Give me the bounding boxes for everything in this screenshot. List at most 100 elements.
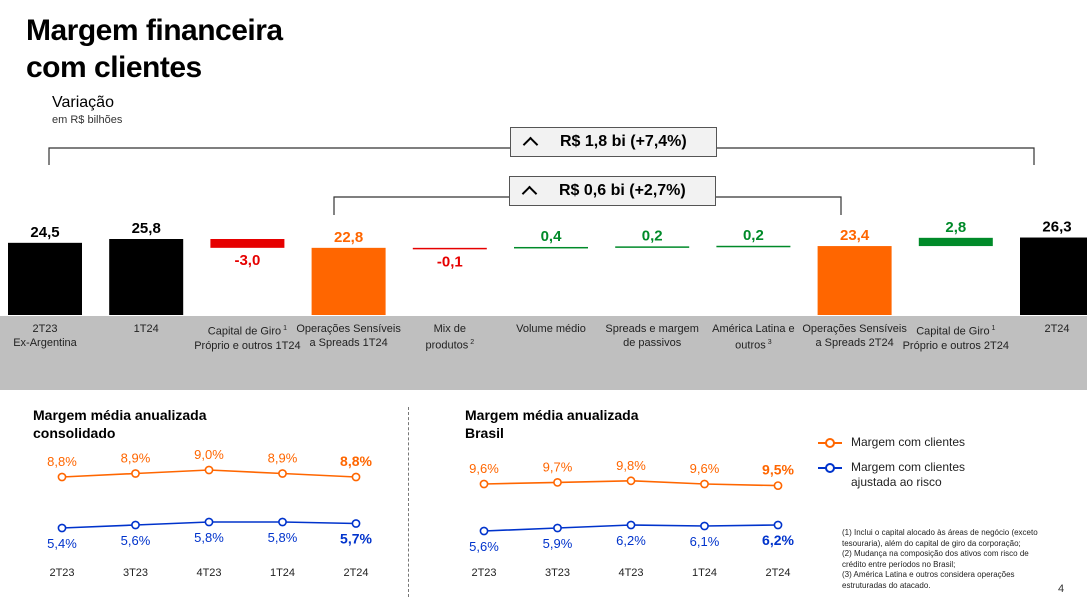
- series-0-value-label-0: 8,8%: [47, 454, 77, 469]
- waterfall-value-label-3: 22,8: [334, 229, 363, 246]
- series-1-value-label-2: 5,8%: [194, 530, 224, 545]
- waterfall-bar-0: [8, 242, 82, 315]
- series-0-point-2: [204, 465, 214, 475]
- series-0-point-2: [626, 476, 636, 486]
- waterfall-category-label-3: Operações Sensíveis a Spreads 1T24: [296, 323, 401, 349]
- waterfall-bar-10: [1020, 237, 1087, 315]
- series-1-value-label-4: 5,7%: [340, 531, 372, 547]
- legend-label-margem: Margem com clientes: [851, 435, 966, 449]
- partial-variation-label: R$ 0,6 bi (+2,7%): [559, 182, 686, 199]
- series-0-point-3: [700, 479, 709, 489]
- waterfall-bar-6: [615, 246, 690, 248]
- consolidated-line-chart: 2T23 3T23 4T23 1T24 2T24 8,8% 8,9% 9,0% 8,9% 8,8%…: [47, 447, 372, 579]
- waterfall-title: Variação: [52, 94, 114, 111]
- line-category-label-0: 2T23: [49, 567, 74, 579]
- legend-item-margem: Margem com clientes: [818, 435, 1018, 450]
- waterfall-bar-3: [311, 247, 386, 315]
- series-0-point-3: [278, 469, 287, 478]
- series-1-point-3: [278, 517, 287, 527]
- legend-label-line-2: ajustada ao risco: [851, 475, 942, 489]
- series-1-point-4: [773, 520, 783, 530]
- line-category-label-3: 1T24: [270, 567, 295, 579]
- line-category-label-4: 2T24: [343, 567, 368, 579]
- partial-variation-callout: R$ 0,6 bi (+2,7%): [509, 176, 716, 206]
- waterfall-value-label-0: 24,5: [30, 224, 59, 241]
- waterfall-bar-5: [514, 246, 588, 249]
- waterfall-bar-4: [412, 247, 487, 250]
- footnotes: (1) Inclui o capital alocado às áreas de…: [842, 528, 1042, 591]
- series-0-value-label-2: 9,8%: [616, 458, 646, 473]
- waterfall-bar-8: [817, 246, 892, 315]
- brasil-line-chart: 2T23 3T23 4T23 1T24 2T24 9,6% 9,7% 9,8% 9,6% 9,5%…: [469, 458, 794, 579]
- waterfall-category-label-9: Capital de Giro 1 Próprio e outros 2T24: [902, 325, 1009, 352]
- total-variation-callout: R$ 1,8 bi (+7,4%): [510, 127, 717, 157]
- brasil-title-line-2: Brasil: [465, 425, 504, 441]
- line-category-label-2: 4T23: [196, 567, 221, 579]
- series-0-point-4: [773, 481, 783, 490]
- brasil-title-line-1: Margem média anualizada: [465, 407, 639, 423]
- series-1-point-2: [626, 520, 636, 530]
- series-1-value-label-1: 5,6%: [121, 533, 151, 548]
- series-1-point-1: [553, 523, 562, 533]
- waterfall-category-label-10: 2T24: [1044, 323, 1070, 335]
- waterfall-category-label-4: Mix de produtos 2: [425, 323, 475, 352]
- line-category-label-1: 3T23: [545, 567, 570, 579]
- page-title-line-1: Margem financeira: [26, 14, 283, 47]
- consolidated-title-line-1: Margem média anualizada: [33, 407, 207, 423]
- series-0-point-4: [351, 472, 361, 482]
- page-title: Margem financeira com clientes: [26, 12, 283, 86]
- waterfall-value-label-10: 26,3: [1042, 219, 1071, 236]
- series-0-value-label-2: 9,0%: [194, 447, 224, 462]
- waterfall-value-label-5: 0,4: [541, 228, 563, 245]
- waterfall-value-label-4: -0,1: [437, 253, 463, 270]
- series-1-value-label-3: 6,1%: [690, 534, 720, 549]
- series-0-value-label-4: 8,8%: [340, 453, 372, 469]
- line-category-label-0: 2T23: [471, 567, 496, 579]
- series-0-value-label-3: 8,9%: [268, 451, 298, 466]
- category-band: [0, 316, 1087, 390]
- series-1-value-label-3: 5,8%: [268, 530, 298, 545]
- series-0-point-0: [479, 479, 489, 489]
- legend-label-line-1: Margem com clientes: [851, 460, 966, 474]
- series-0-value-label-3: 9,6%: [690, 461, 720, 476]
- blue-line-marker-icon: [818, 463, 842, 473]
- series-0-point-1: [553, 478, 562, 487]
- legend-item-margem-risco: Margem com clientes ajustada ao risco: [818, 460, 1018, 490]
- waterfall-value-label-8: 23,4: [840, 227, 870, 244]
- series-0-point-1: [131, 469, 140, 478]
- waterfall-value-label-6: 0,2: [642, 227, 663, 244]
- waterfall-category-label-0: 2T23 Ex-Argentina: [13, 323, 77, 349]
- series-0-point-0: [57, 472, 67, 482]
- series-1-value-label-1: 5,9%: [543, 536, 573, 551]
- waterfall-bar-9: [918, 237, 993, 247]
- series-1-point-2: [204, 517, 214, 527]
- series-1-value-label-0: 5,6%: [469, 539, 499, 554]
- series-1-value-label-2: 6,2%: [616, 533, 646, 548]
- series-1-point-3: [700, 521, 709, 531]
- series-1-value-label-4: 6,2%: [762, 532, 794, 548]
- legend-label-margem-risco: Margem com clientes ajustada ao risco: [851, 460, 965, 490]
- footnote-2: (2) Mudança na composição dos ativos com…: [842, 549, 1029, 569]
- series-1-value-label-0: 5,4%: [47, 536, 77, 551]
- waterfall-value-label-7: 0,2: [743, 227, 764, 244]
- line-legend: Margem com clientes Margem com clientes …: [818, 435, 1018, 490]
- waterfall-category-label-7: América Latina e outros 3: [712, 323, 795, 352]
- footnote-1: (1) Inclui o capital alocado às áreas de…: [842, 528, 1038, 548]
- line-category-label-1: 3T23: [123, 567, 148, 579]
- waterfall-category-label-5: Volume médio: [516, 323, 586, 335]
- orange-line-marker-icon: [818, 437, 842, 448]
- waterfall-value-label-2: -3,0: [234, 252, 260, 269]
- series-1-point-0: [57, 523, 67, 533]
- waterfall-chart: 24,5 25,8 -3,0 22,8 -0,1 0,4 0,2 0,2 23,4 2,8 26,3: [8, 219, 1087, 315]
- waterfall-unit: em R$ bilhões: [52, 114, 123, 126]
- series-0-value-label-4: 9,5%: [762, 462, 794, 478]
- waterfall-category-label-2: Capital de Giro 1 Próprio e outros 1T24: [194, 325, 301, 352]
- section-divider: [408, 407, 409, 597]
- series-1-point-4: [351, 519, 361, 528]
- series-1-point-1: [131, 520, 140, 530]
- series-0-value-label-1: 8,9%: [121, 451, 151, 466]
- waterfall-bar-1: [109, 239, 184, 315]
- total-variation-label: R$ 1,8 bi (+7,4%): [560, 133, 687, 150]
- waterfall-bar-2: [210, 239, 285, 248]
- series-0-value-label-1: 9,7%: [543, 459, 573, 474]
